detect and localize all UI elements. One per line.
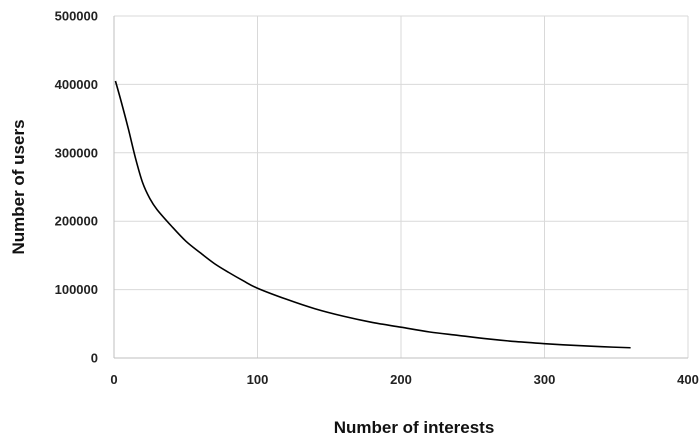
y-tick-label: 0 [91,351,98,366]
grid [114,15,689,358]
y-tick-label: 500000 [55,9,98,24]
x-tick-label: 100 [247,372,269,387]
y-tick-label: 400000 [55,77,98,92]
x-tick-label: 400 [677,372,699,387]
x-axis-title: Number of interests [334,418,495,437]
y-tick-label: 300000 [55,145,98,160]
x-tick-label: 200 [390,372,412,387]
series-group [114,80,631,349]
x-tick-label: 0 [110,372,117,387]
y-axis-title: Number of users [9,119,28,254]
y-tick-label: 200000 [55,214,98,229]
y-tick-label: 100000 [55,282,98,297]
x-tick-labels: 0 100 200 300 400 [110,372,698,387]
x-tick-label: 300 [534,372,556,387]
axes [113,16,688,359]
y-tick-labels: 0 100000 200000 300000 400000 500000 [55,9,98,366]
series-line-0 [114,80,631,349]
